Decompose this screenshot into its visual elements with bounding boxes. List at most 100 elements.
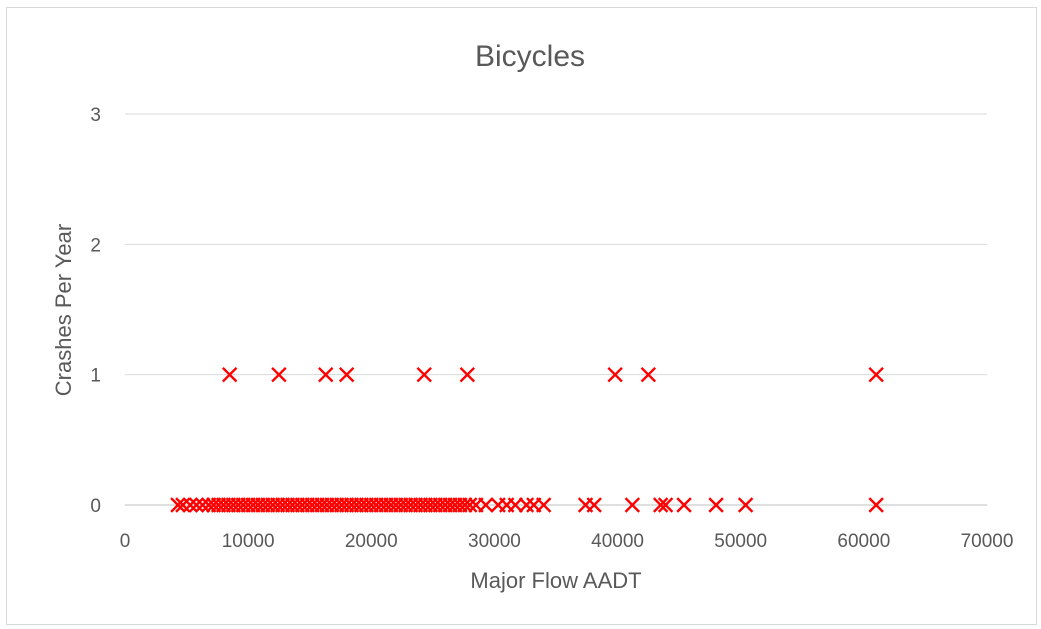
data-point [314,497,330,513]
data-point [274,497,291,513]
data-point [507,497,524,513]
data-point [240,497,256,513]
y-tick-label: 1 [90,366,101,387]
data-point [338,366,355,383]
data-point [215,497,232,513]
data-point [235,497,251,513]
data-point [737,497,754,513]
data-point [478,497,494,513]
data-point [188,497,205,513]
x-axis-title: Major Flow AADT [470,568,641,593]
x-tick-labels: 0 10000 20000 30000 40000 50000 60000 70000 [120,531,1014,552]
data-point [462,497,478,513]
x-tick-label: 0 [120,531,131,552]
data-point [250,497,266,513]
x-tick-label: 60000 [837,531,890,552]
data-point [329,497,345,513]
data-point [402,497,419,513]
data-point [676,497,692,513]
data-point [437,497,453,513]
data-point [182,497,198,513]
data-point [652,497,669,513]
data-point [324,497,340,513]
data-point [447,497,463,513]
data-point [245,497,261,513]
data-point [868,497,884,513]
data-point [210,497,227,513]
data-point [205,497,222,513]
data-point [417,497,434,513]
data-point [416,366,432,383]
data-point [289,497,306,513]
data-point [279,497,296,513]
data-point [388,497,404,513]
chart-frame [6,7,1037,625]
data-point [260,497,276,513]
data-point [393,497,409,513]
data-point [221,366,238,383]
data-point [194,497,211,513]
x-tick-label: 20000 [345,531,398,552]
x-tick-label: 30000 [468,531,521,552]
data-point [657,497,674,513]
data-point [427,497,444,513]
data-point [348,497,365,513]
data-point [412,497,429,513]
x-tick-label: 10000 [222,531,275,552]
data-point [457,497,473,513]
data-point [201,497,217,513]
data-point [378,497,394,513]
data-point [468,497,484,513]
y-tick-label: 0 [90,496,101,517]
data-point [459,366,476,383]
y-tick-labels: 0 1 2 3 [90,105,101,517]
data-point [319,497,335,513]
data-point [373,497,389,513]
data-point [318,366,334,383]
data-point [271,366,287,383]
data-point [255,497,271,513]
data-point [432,497,448,513]
x-tick-label: 50000 [714,531,767,552]
data-point [452,497,468,513]
x-tick-label: 70000 [961,531,1014,552]
data-point [265,497,281,513]
data-point [407,497,424,513]
data-point [868,366,884,383]
data-point [343,497,360,513]
data-point [358,497,375,513]
data-point [526,497,542,513]
data-point [220,497,237,513]
chart-title: Bicycles [475,40,585,73]
data-point [334,497,350,513]
data-point [309,497,325,513]
x-tick-label: 40000 [591,531,644,552]
data-point [284,497,301,513]
data-point [338,497,355,513]
y-tick-label: 3 [90,105,101,126]
data-point [442,497,458,513]
data-point [607,366,623,383]
data-point [398,497,414,513]
y-tick-label: 2 [90,235,101,256]
data-point [304,497,320,513]
data-point [383,497,399,513]
data-point [299,497,315,513]
data-point [294,497,311,513]
data-point [708,497,724,513]
data-point [535,497,552,513]
data-point [270,497,286,513]
y-axis-title: Crashes Per Year [51,224,76,396]
data-point [586,497,602,513]
data-point [225,497,242,513]
data-point [170,497,186,513]
data-point [230,497,246,513]
data-point [368,497,384,513]
data-point [422,497,439,513]
y-gridlines [125,113,987,376]
data-point [640,366,657,383]
data-point [363,497,379,513]
data-points [170,366,884,513]
data-point [353,497,370,513]
